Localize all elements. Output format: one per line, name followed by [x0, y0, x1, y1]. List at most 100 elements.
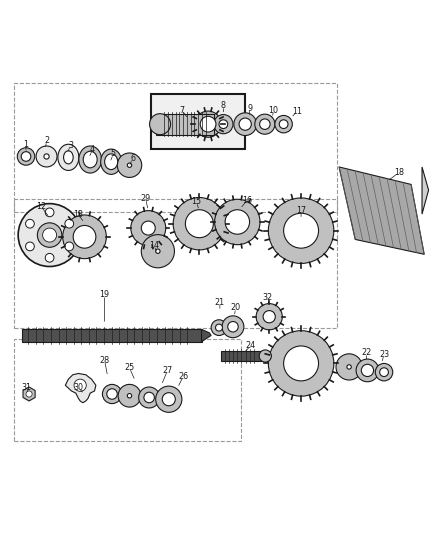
Circle shape: [284, 213, 318, 248]
Circle shape: [219, 120, 228, 128]
Text: 9: 9: [247, 104, 252, 113]
Text: 31: 31: [21, 383, 31, 392]
Circle shape: [279, 120, 288, 128]
Circle shape: [222, 316, 244, 338]
Text: 15: 15: [191, 197, 201, 206]
Circle shape: [127, 393, 132, 398]
Ellipse shape: [64, 151, 73, 164]
Circle shape: [141, 235, 174, 268]
Circle shape: [263, 311, 276, 323]
Circle shape: [25, 220, 34, 228]
Circle shape: [42, 228, 57, 242]
Circle shape: [256, 304, 283, 330]
Circle shape: [102, 384, 122, 403]
Circle shape: [25, 242, 34, 251]
Text: 23: 23: [379, 350, 389, 359]
Circle shape: [361, 364, 374, 376]
Ellipse shape: [58, 144, 79, 171]
Text: 12: 12: [36, 202, 46, 211]
Circle shape: [44, 154, 49, 159]
Circle shape: [268, 330, 334, 396]
Text: 14: 14: [149, 241, 159, 250]
Bar: [155, 114, 214, 135]
Circle shape: [141, 221, 155, 235]
Polygon shape: [339, 167, 424, 254]
Text: 16: 16: [242, 196, 252, 205]
Circle shape: [215, 324, 223, 331]
Circle shape: [255, 114, 275, 134]
Bar: [221, 351, 262, 361]
Circle shape: [117, 153, 142, 177]
Circle shape: [155, 249, 160, 253]
Circle shape: [155, 386, 182, 413]
Text: 32: 32: [263, 294, 273, 302]
Text: 19: 19: [99, 290, 110, 300]
Text: 8: 8: [221, 101, 226, 110]
Text: 2: 2: [44, 136, 49, 146]
Bar: [151, 94, 245, 149]
Circle shape: [45, 253, 54, 262]
Circle shape: [65, 242, 74, 251]
Circle shape: [173, 198, 226, 250]
Text: 25: 25: [124, 364, 134, 372]
Circle shape: [336, 354, 362, 380]
Circle shape: [17, 148, 35, 165]
Circle shape: [118, 384, 141, 407]
Circle shape: [36, 146, 57, 167]
Text: 21: 21: [215, 298, 225, 307]
Circle shape: [380, 368, 389, 376]
Circle shape: [239, 118, 251, 130]
Circle shape: [259, 350, 272, 362]
Text: 6: 6: [130, 154, 135, 163]
Circle shape: [215, 199, 260, 245]
Circle shape: [21, 152, 31, 161]
Text: 24: 24: [245, 342, 255, 351]
Text: 13: 13: [74, 211, 83, 220]
Ellipse shape: [105, 154, 118, 169]
Circle shape: [139, 387, 159, 408]
Text: 11: 11: [292, 107, 302, 116]
Circle shape: [131, 211, 166, 246]
Text: 22: 22: [361, 349, 372, 358]
Circle shape: [26, 391, 32, 397]
Text: 5: 5: [111, 149, 116, 158]
Polygon shape: [65, 374, 96, 403]
Circle shape: [214, 115, 233, 134]
Circle shape: [144, 392, 154, 403]
Circle shape: [356, 359, 379, 382]
Text: 18: 18: [394, 168, 404, 177]
Polygon shape: [23, 387, 35, 401]
Circle shape: [73, 225, 96, 248]
Circle shape: [45, 208, 54, 217]
Circle shape: [225, 210, 250, 234]
Circle shape: [375, 364, 393, 381]
Circle shape: [268, 198, 334, 263]
Circle shape: [284, 346, 318, 381]
Circle shape: [195, 111, 221, 138]
Circle shape: [260, 119, 270, 130]
Circle shape: [18, 204, 81, 266]
Circle shape: [162, 393, 175, 406]
Ellipse shape: [83, 151, 97, 168]
Text: 4: 4: [90, 145, 95, 154]
Circle shape: [74, 379, 86, 391]
Circle shape: [127, 163, 132, 167]
Bar: [21, 329, 201, 342]
Circle shape: [185, 210, 213, 238]
Text: 29: 29: [141, 195, 151, 203]
Circle shape: [228, 321, 238, 332]
Circle shape: [63, 215, 106, 259]
Circle shape: [347, 365, 351, 369]
Bar: [14, 199, 337, 328]
Circle shape: [107, 389, 117, 399]
Text: 26: 26: [178, 372, 188, 381]
Text: 3: 3: [68, 141, 73, 150]
Text: 28: 28: [99, 356, 110, 365]
Polygon shape: [201, 329, 211, 342]
Circle shape: [150, 114, 170, 135]
Text: 7: 7: [179, 106, 184, 115]
Text: 10: 10: [268, 106, 279, 115]
Circle shape: [65, 220, 74, 228]
Circle shape: [211, 320, 227, 335]
Circle shape: [37, 223, 62, 247]
